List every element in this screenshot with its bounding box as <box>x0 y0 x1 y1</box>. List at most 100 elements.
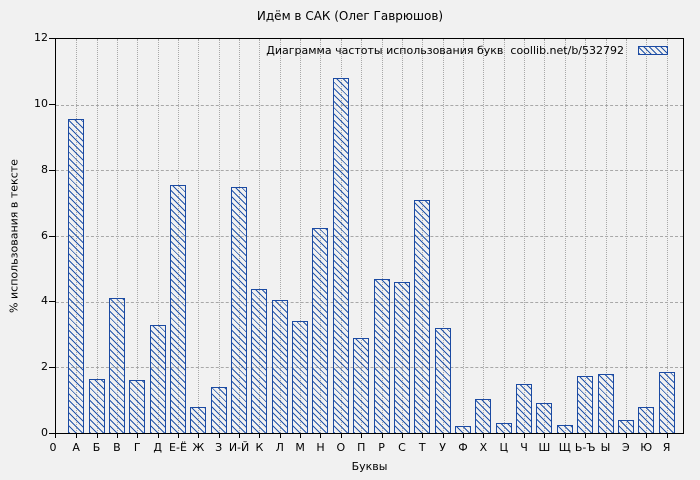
bar-slot: У <box>432 39 452 454</box>
gridline-y-4 <box>56 301 683 303</box>
x-tick-label-К: К <box>255 441 264 454</box>
chart-title: Идём в САК (Олег Гаврюшов) <box>256 9 444 23</box>
x-tick-mark <box>239 434 241 438</box>
bar-Ж <box>190 406 207 433</box>
bar-Р <box>373 278 390 433</box>
bar-slot: Ф <box>453 39 473 454</box>
x-tick-label-Н: Н <box>316 441 325 454</box>
y-tick-label-6: 6 <box>41 228 48 242</box>
x-tick-mark <box>564 434 566 438</box>
gridline-x <box>625 39 627 433</box>
bar-slot: Я <box>656 39 676 454</box>
bar-slot: Л <box>270 39 290 454</box>
bar-slot: Ч <box>514 39 534 454</box>
bar-Ц <box>495 423 512 433</box>
x-tick-label-Т: Т <box>418 441 426 454</box>
x-tick-label-Р: Р <box>378 441 385 454</box>
x-tick-mark <box>401 434 403 438</box>
y-tick-label-8: 8 <box>41 162 48 176</box>
bar-slot: Ю <box>636 39 656 454</box>
x-axis-title: Буквы <box>351 460 388 473</box>
x-tick-label-Щ: Щ <box>558 441 571 454</box>
bar-А <box>68 119 85 433</box>
bar-slot: К <box>249 39 269 454</box>
bar-Л <box>271 300 288 433</box>
bar-Ш <box>536 403 553 433</box>
y-tick-label-0: 0 <box>41 426 48 439</box>
bar-slot: Г <box>127 39 147 454</box>
y-tick-label-10: 10 <box>34 96 48 110</box>
bar-slot: А <box>66 39 86 454</box>
bar-slot: Ш <box>534 39 554 454</box>
x-tick-mark <box>320 434 322 438</box>
y-tick-label-4: 4 <box>41 294 48 308</box>
x-tick-label-П: П <box>357 441 366 454</box>
plot-area: А Б В Г Д Е-Ё Ж З И-Й К Л М Н О П Р С Т У Ф Х Ц Ч Ш Щ Ь-Ъ Ы Э Ю Я Диа… <box>55 38 684 454</box>
bar-slot: П <box>351 39 371 454</box>
y-tick-mark <box>49 367 55 369</box>
bar-slot: З <box>209 39 229 454</box>
x-tick-label-Ж: Ж <box>192 441 205 454</box>
x-tick-label-Г: Г <box>133 441 141 454</box>
bar-slot: Ц <box>494 39 514 454</box>
x-tick-mark <box>137 434 139 438</box>
gridline-y-8 <box>56 170 683 172</box>
bar-З <box>210 387 227 433</box>
y-tick-mark <box>49 103 55 105</box>
x-tick-mark <box>218 434 220 438</box>
origin-tick <box>55 434 56 438</box>
bar-В <box>108 298 125 433</box>
bars-row: А Б В Г Д Е-Ё Ж З И-Й К Л М Н О П Р С Т У Ф Х Ц Ч Ш Щ Ь-Ъ Ы Э Ю Я <box>56 39 683 454</box>
bar-slot: О <box>331 39 351 454</box>
gridline-x <box>524 39 526 433</box>
x-tick-label-У: У <box>439 441 446 454</box>
bar-slot: Д <box>147 39 167 454</box>
x-tick-label-О: О <box>336 441 346 454</box>
bar-М <box>292 321 309 433</box>
bar-Х <box>475 398 492 433</box>
gridline-x <box>666 39 668 433</box>
gridline-x <box>585 39 587 433</box>
x-tick-label-Ц: Ц <box>499 441 508 454</box>
x-tick-label-Л: Л <box>275 441 284 454</box>
x-tick-label-З: З <box>215 441 223 454</box>
x-tick-mark <box>483 434 485 438</box>
bar-Щ <box>556 424 573 433</box>
x-tick-mark <box>524 434 526 438</box>
x-tick-label-Б: Б <box>92 441 101 454</box>
x-tick-label-С: С <box>398 441 406 454</box>
bar-slot: М <box>290 39 310 454</box>
gridline-x <box>503 39 505 433</box>
gridline-x <box>96 39 98 433</box>
x-tick-label-Ю: Ю <box>640 441 653 454</box>
gridline-x <box>116 39 118 433</box>
bar-slot: Е-Ё <box>168 39 188 454</box>
gridline-x <box>605 39 607 433</box>
x-tick-label-Ь-Ъ: Ь-Ъ <box>574 441 596 454</box>
bar-slot: Э <box>616 39 636 454</box>
gridline-y-6 <box>56 236 683 237</box>
gridline-x <box>361 39 363 433</box>
bar-slot: Щ <box>555 39 575 454</box>
bar-slot: Ь-Ъ <box>575 39 596 454</box>
y-tick-mark <box>49 38 55 39</box>
bar-slot: В <box>107 39 127 454</box>
gridline-x <box>483 39 485 433</box>
y-tick-label-2: 2 <box>41 360 48 374</box>
bar-Е-Ё <box>169 185 186 433</box>
x-tick-label-Ш: Ш <box>538 441 551 454</box>
gridline-x <box>442 39 444 433</box>
bar-П <box>353 337 370 433</box>
bar-Т <box>414 199 431 433</box>
gridline-x <box>218 39 220 433</box>
bar-Н <box>312 227 329 433</box>
x-tick-label-Д: Д <box>153 441 162 454</box>
gridline-x <box>300 39 302 433</box>
x-tick-mark <box>177 434 179 438</box>
bar-Ч <box>516 383 533 433</box>
x-tick-label-Ч: Ч <box>520 441 528 454</box>
x-tick-mark <box>361 434 363 438</box>
x-tick-label-Е-Ё: Е-Ё <box>169 441 187 454</box>
bar-slot: Ы <box>595 39 615 454</box>
